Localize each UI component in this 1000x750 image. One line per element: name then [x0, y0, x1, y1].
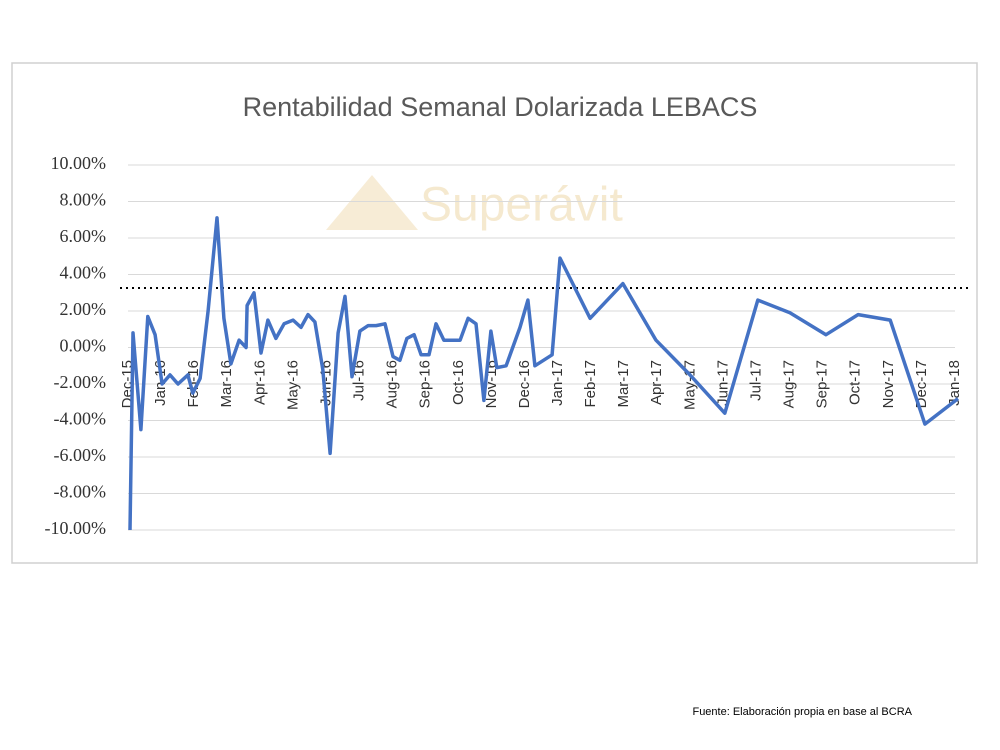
x-tick-label: May-16 [284, 360, 301, 410]
y-tick-label: 0.00% [60, 336, 107, 356]
x-tick-label: Jun-17 [714, 360, 731, 406]
source-note: Fuente: Elaboración propia en base al BC… [692, 706, 912, 718]
y-tick-label: 10.00% [51, 153, 107, 173]
watermark: Superávit [420, 179, 623, 232]
x-tick-label: Jan-18 [946, 360, 963, 406]
y-tick-label: 6.00% [60, 226, 107, 246]
data-line [128, 216, 960, 531]
x-tick-label: Aug-17 [781, 360, 798, 408]
x-tick-label: Feb-16 [185, 360, 202, 408]
chart-title: Rentabilidad Semanal Dolarizada LEBACS [243, 92, 758, 122]
y-tick-label: -4.00% [54, 409, 107, 429]
y-tick-label: -10.00% [45, 518, 107, 538]
x-tick-label: Jan-17 [549, 360, 566, 406]
x-tick-label: Apr-16 [251, 360, 268, 405]
x-tick-label: Dec-16 [516, 360, 533, 408]
y-tick-label: -2.00% [54, 372, 107, 392]
x-tick-label: Sep-16 [417, 360, 434, 408]
x-tick-label: Mar-16 [218, 360, 235, 408]
x-tick-label: Sep-17 [814, 360, 831, 408]
y-tick-label: -8.00% [54, 482, 107, 502]
x-tick-label: Aug-16 [384, 360, 401, 408]
y-tick-label: 8.00% [60, 190, 107, 210]
x-tick-label: Mar-17 [615, 360, 632, 408]
x-tick-label: Apr-17 [648, 360, 665, 405]
y-tick-label: -6.00% [54, 445, 107, 465]
x-tick-label: Feb-17 [582, 360, 599, 408]
x-tick-label: Nov-17 [880, 360, 897, 408]
watermark-logo [326, 175, 418, 230]
x-tick-label: Jul-17 [747, 360, 764, 401]
chart-frame [11, 62, 978, 564]
y-tick-label: 2.00% [60, 299, 107, 319]
y-tick-label: 4.00% [60, 263, 107, 283]
x-tick-label: Oct-16 [450, 360, 467, 405]
x-tick-label: Oct-17 [847, 360, 864, 405]
